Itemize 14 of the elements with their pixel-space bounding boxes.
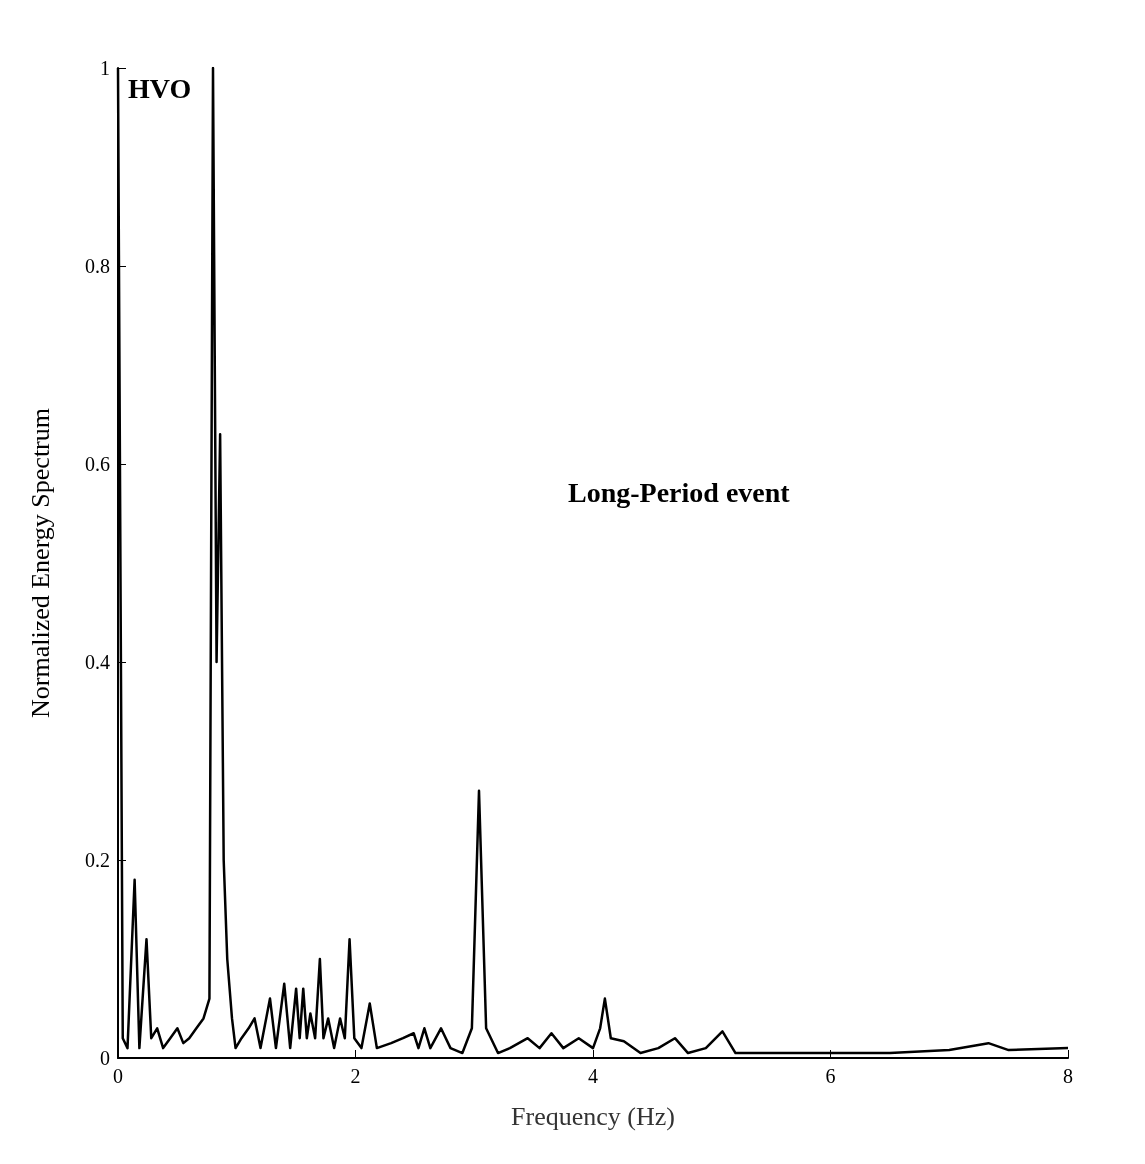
x-tick-label: 4 [588, 1065, 598, 1087]
y-tick-label: 0.2 [85, 849, 110, 871]
y-axis-title: Normalized Energy Spectrum [25, 408, 55, 718]
x-tick-label: 2 [350, 1065, 361, 1087]
y-tick-label: 0.4 [85, 651, 110, 673]
x-tick-label: 6 [825, 1065, 836, 1087]
y-tick-label: 0.8 [85, 255, 110, 277]
y-tick-label: 0 [100, 1047, 110, 1069]
x-tick-label: 8 [1063, 1065, 1073, 1087]
y-tick-label: 0.6 [85, 453, 110, 475]
y-tick-label: 1 [100, 57, 110, 79]
annotation: Long-Period event [568, 476, 791, 508]
x-axis-title: Frequency (Hz) [511, 1101, 675, 1131]
annotation: HVO [128, 72, 192, 104]
